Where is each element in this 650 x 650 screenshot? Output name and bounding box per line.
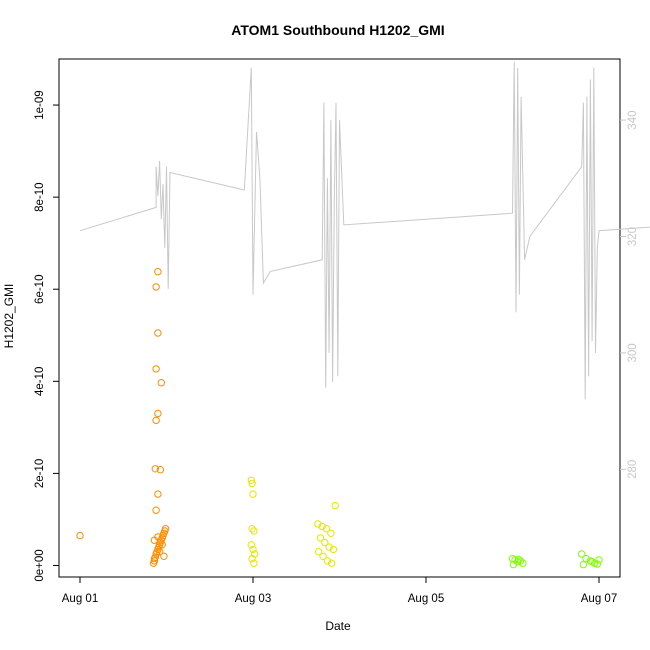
- x-axis-label: Date: [325, 619, 351, 633]
- y2-tick-label-2: 320: [627, 227, 639, 246]
- x-tick-label-0: Aug 01: [62, 593, 98, 605]
- data-point-s2-8: [582, 554, 590, 563]
- y-tick-label-3: 6e-10: [34, 275, 46, 304]
- data-point-s1-18: [319, 552, 327, 560]
- data-point-s2-7: [578, 550, 586, 558]
- y-tick-label-5: 1e-09: [34, 90, 46, 119]
- x-tick-label-1: Aug 03: [235, 593, 271, 605]
- y-tick-label-2: 4e-10: [34, 367, 46, 396]
- data-point-s1-5: [247, 541, 256, 549]
- data-point-s1-21: [331, 501, 339, 510]
- data-point-s1-3: [248, 525, 256, 533]
- data-point-s0-30: [150, 554, 159, 563]
- data-point-s0-17: [154, 533, 162, 541]
- data-point-s1-9: [250, 559, 258, 567]
- data-point-s0-21: [151, 465, 160, 473]
- data-point-s2-11: [595, 556, 603, 564]
- secondary-series-line: [79, 61, 650, 400]
- data-point-s0-24: [154, 409, 162, 418]
- data-point-s0-26: [152, 365, 160, 373]
- y2-tick-label-3: 340: [627, 111, 639, 130]
- y-tick-label-0: 0e+00: [34, 549, 46, 581]
- data-point-s0-23: [152, 416, 160, 425]
- data-point-s0-18: [158, 541, 166, 549]
- y2-tick-label-1: 300: [627, 343, 639, 362]
- data-point-s0-20: [154, 490, 162, 498]
- y-tick-label-4: 8e-10: [34, 182, 46, 211]
- data-point-s0-2: [150, 557, 159, 565]
- x-tick-label-3: Aug 07: [581, 593, 617, 605]
- data-point-s1-0: [247, 476, 256, 484]
- data-point-s1-13: [327, 529, 335, 537]
- data-point-s1-20: [328, 559, 336, 567]
- data-point-s0-32: [160, 552, 168, 560]
- data-point-s2-14: [593, 560, 601, 568]
- data-point-s2-12: [579, 560, 588, 569]
- data-point-s1-15: [321, 538, 329, 547]
- data-point-s0-19: [152, 506, 160, 514]
- data-point-s1-19: [323, 557, 332, 565]
- y-tick-label-1: 2e-10: [34, 459, 46, 488]
- y-axis-label: H1202_GMI: [2, 284, 16, 349]
- data-point-s1-16: [325, 543, 333, 551]
- data-point-s0-15: [161, 525, 170, 533]
- plot-frame: [58, 58, 621, 578]
- data-point-s1-2: [249, 490, 257, 498]
- data-point-s2-5: [509, 560, 518, 569]
- data-point-s1-22: [329, 545, 338, 554]
- data-point-s1-12: [322, 525, 331, 533]
- data-point-s1-1: [248, 479, 256, 488]
- y2-tick-label-0: 280: [627, 460, 639, 479]
- data-point-s0-28: [152, 283, 160, 291]
- data-point-s1-8: [248, 554, 256, 563]
- data-point-s0-29: [154, 268, 162, 276]
- data-point-s0-0: [76, 531, 84, 540]
- x-tick-label-2: Aug 05: [408, 593, 444, 605]
- data-point-s0-31: [155, 548, 164, 556]
- chart-title: ATOM1 Southbound H1202_GMI: [231, 22, 444, 38]
- data-point-s0-27: [154, 329, 162, 337]
- data-point-s1-10: [314, 520, 322, 528]
- data-point-s0-25: [157, 379, 166, 387]
- data-point-s1-14: [316, 534, 325, 542]
- data-point-s2-3: [516, 557, 524, 565]
- data-point-s2-4: [519, 559, 527, 567]
- data-point-s2-6: [514, 555, 523, 564]
- data-point-s0-22: [156, 466, 165, 474]
- data-point-s1-17: [315, 548, 323, 556]
- data-point-s1-6: [249, 545, 257, 554]
- data-point-s1-11: [318, 522, 326, 531]
- data-point-s1-4: [250, 527, 258, 535]
